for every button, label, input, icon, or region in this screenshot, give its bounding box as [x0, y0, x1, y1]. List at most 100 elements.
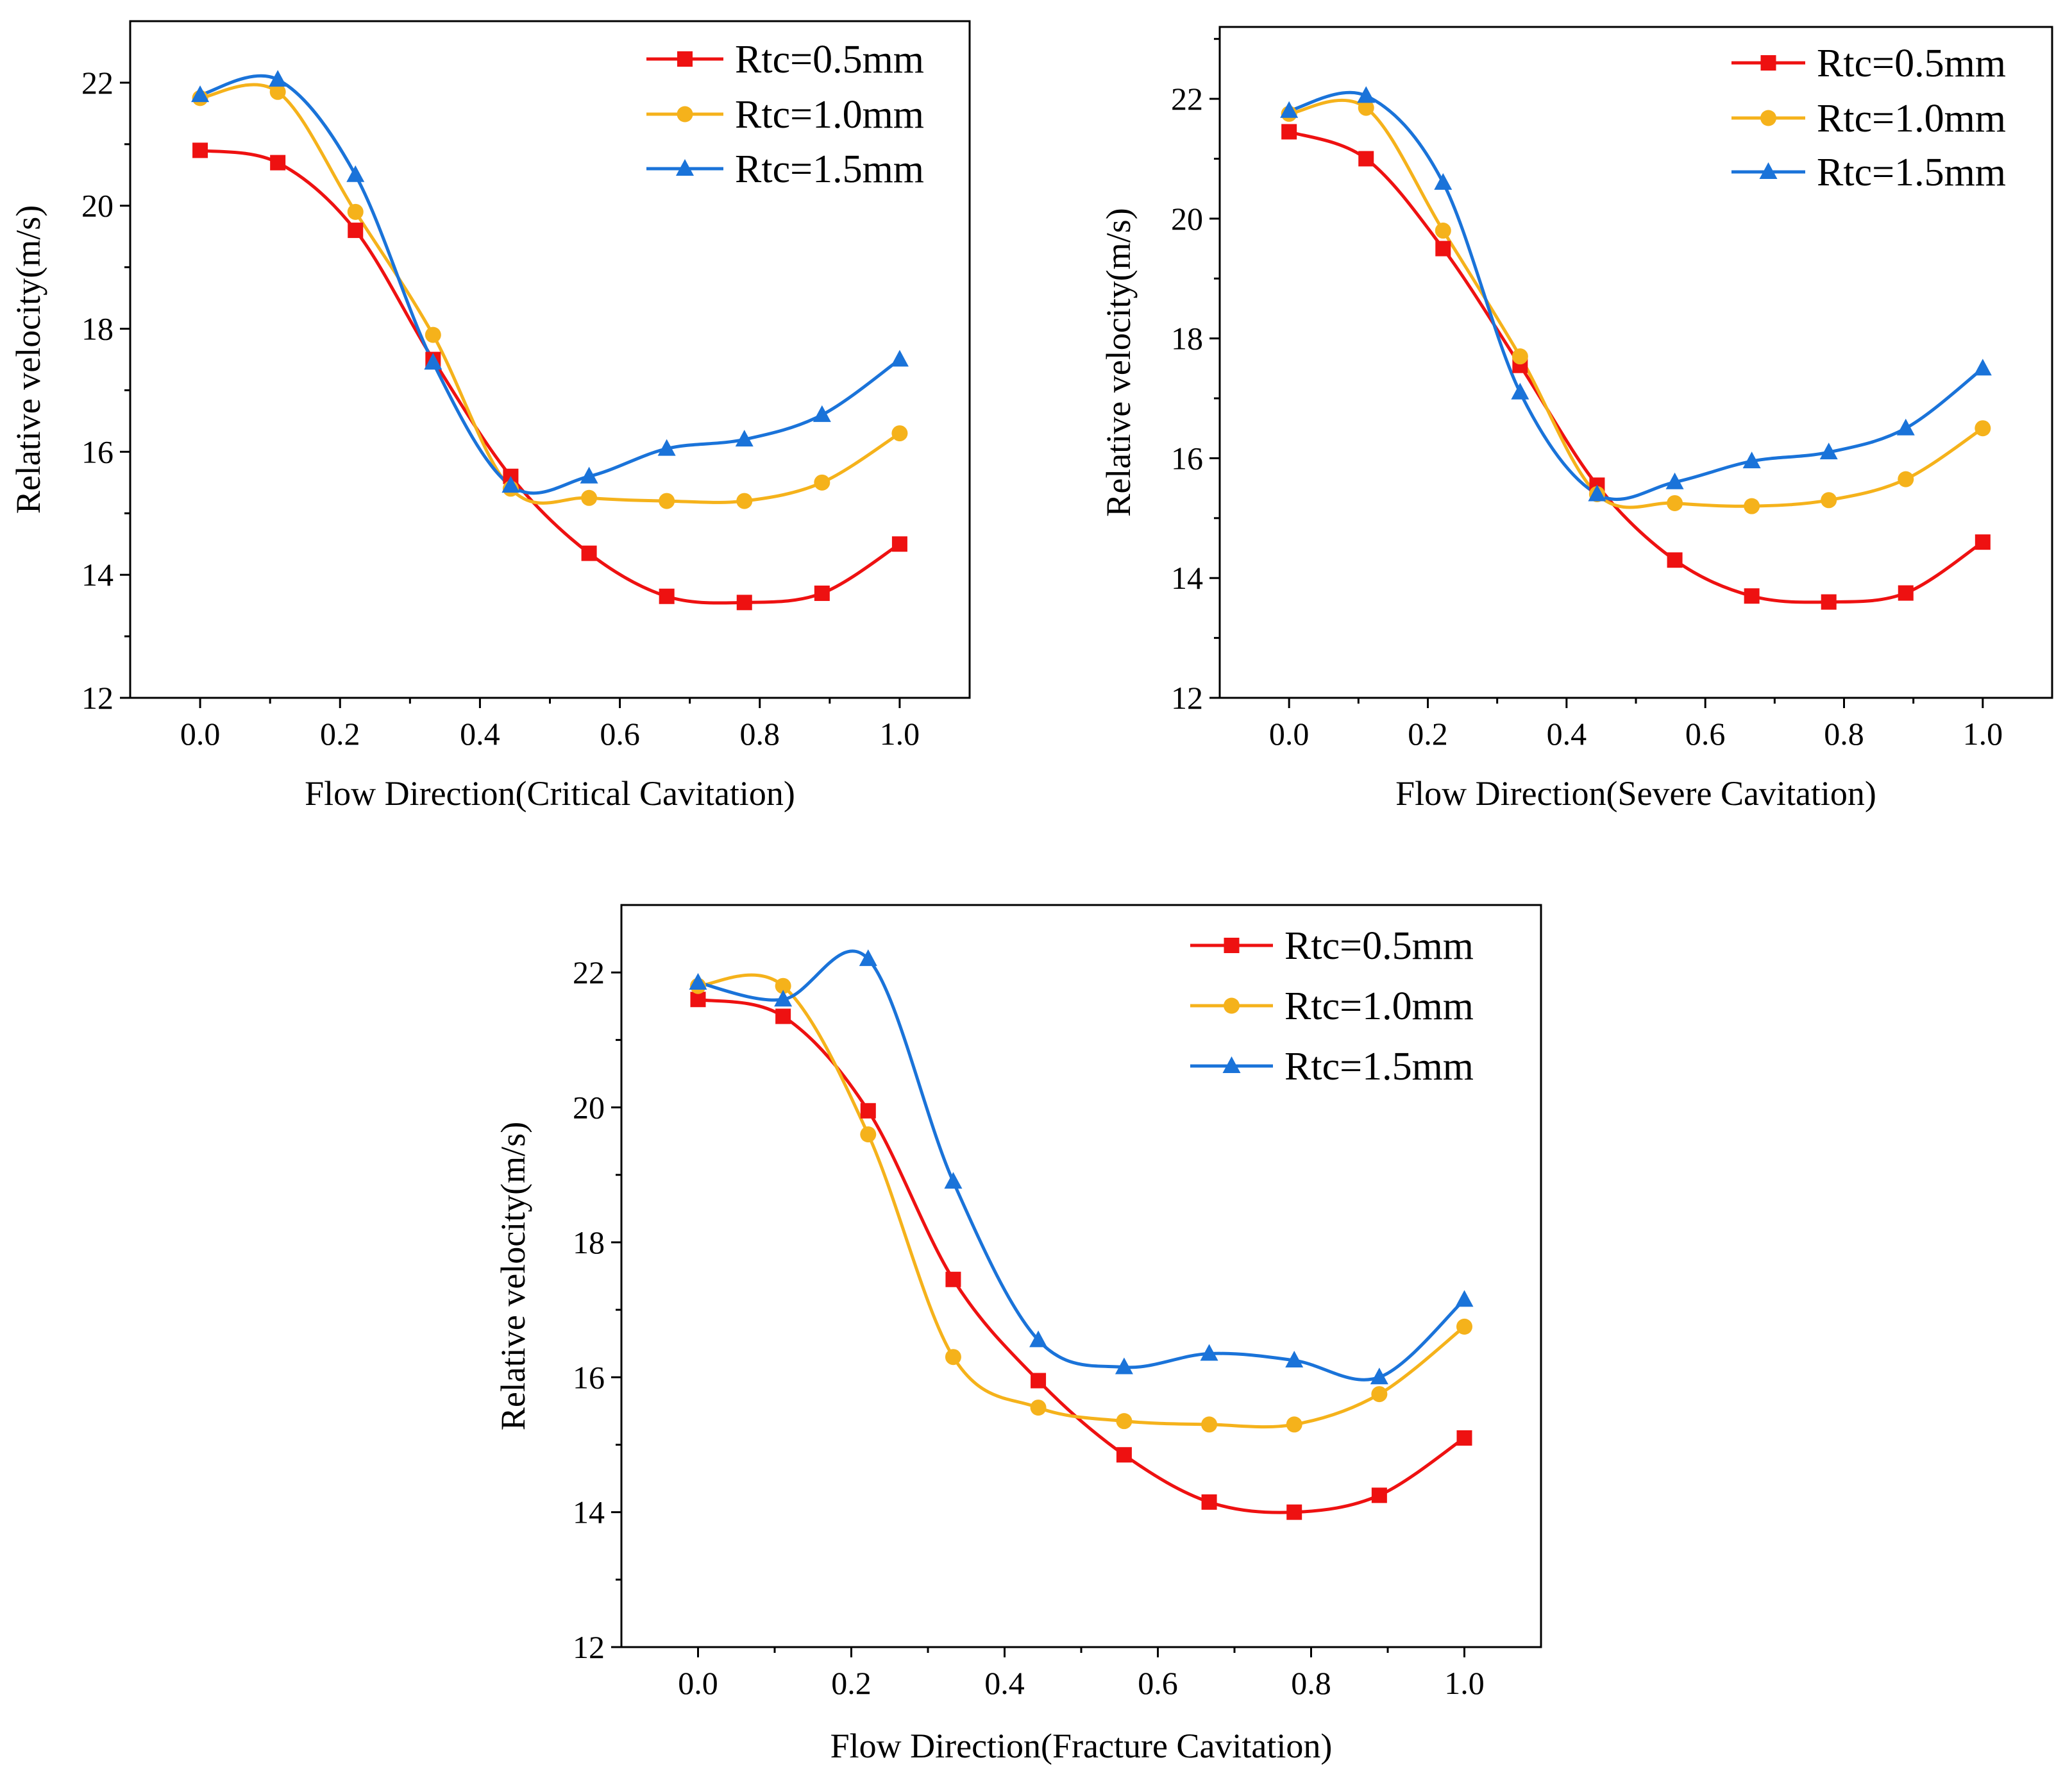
data-point — [775, 977, 791, 994]
data-point — [1116, 1447, 1132, 1463]
x-tick-label: 0.2 — [1408, 716, 1448, 752]
data-point — [1975, 420, 1991, 437]
data-point — [814, 585, 830, 601]
y-tick-label: 14 — [81, 557, 114, 593]
y-tick-label: 20 — [81, 188, 114, 224]
data-point — [945, 1271, 961, 1287]
legend-marker — [1760, 55, 1776, 71]
data-point — [814, 474, 830, 491]
legend-marker — [676, 159, 694, 176]
data-point — [1742, 452, 1761, 469]
y-tick-label: 20 — [1171, 201, 1203, 237]
data-point — [775, 1008, 791, 1024]
data-point — [346, 165, 365, 182]
data-point — [1898, 471, 1914, 487]
data-point — [1286, 1416, 1302, 1433]
y-axis-title: Relative velocity(m/s) — [9, 205, 47, 514]
data-point — [269, 70, 287, 87]
legend-label-rtc-0-5: Rtc=0.5mm — [735, 38, 924, 81]
data-point — [944, 1172, 963, 1189]
data-point — [501, 476, 520, 493]
y-tick-label: 14 — [1171, 560, 1203, 596]
y-tick-label: 18 — [573, 1224, 605, 1260]
data-point — [1115, 1357, 1133, 1375]
x-tick-label: 0.8 — [1291, 1665, 1331, 1701]
data-point — [735, 430, 754, 447]
data-point — [1898, 585, 1914, 601]
data-point — [1370, 1367, 1388, 1385]
legend-marker — [677, 51, 693, 67]
legend-marker — [1224, 997, 1240, 1014]
data-point — [659, 588, 675, 604]
legend-label-rtc-1-0: Rtc=1.0mm — [735, 93, 924, 137]
data-point — [1665, 472, 1684, 489]
data-point — [860, 1103, 876, 1119]
legend-label-rtc-0-5: Rtc=0.5mm — [1817, 42, 2006, 85]
y-tick-label: 12 — [573, 1629, 605, 1665]
x-axis-title: Flow Direction(Critical Cavitation) — [305, 774, 795, 813]
legend-label-rtc-1-0: Rtc=1.0mm — [1817, 97, 2006, 140]
data-point — [1819, 443, 1838, 460]
x-tick-label: 0.8 — [740, 716, 780, 752]
y-tick-label: 14 — [573, 1494, 605, 1530]
data-point — [192, 142, 208, 158]
data-point — [1975, 534, 1991, 550]
data-point — [270, 155, 286, 171]
data-point — [1371, 1487, 1387, 1503]
x-tick-label: 0.2 — [831, 1665, 872, 1701]
data-point — [1201, 1494, 1217, 1510]
x-tick-label: 1.0 — [1963, 716, 2003, 752]
data-point — [1744, 498, 1760, 514]
data-point — [774, 990, 793, 1007]
chart-critical-cavitation: Flow Direction(Critical Cavitation) Rela… — [9, 20, 971, 813]
x-tick-label: 0.6 — [1685, 716, 1726, 752]
series-line-rtc-0-5mm — [1288, 130, 1984, 604]
x-tick-label: 0.4 — [1547, 716, 1587, 752]
x-tick-label: 1.0 — [880, 716, 920, 752]
legend-label-rtc-1-5: Rtc=1.5mm — [1817, 151, 2006, 194]
data-point — [1973, 359, 1992, 376]
data-point — [580, 466, 598, 484]
data-point — [1456, 1430, 1472, 1446]
data-point — [891, 536, 907, 552]
data-point — [1031, 1373, 1047, 1389]
y-tick-label: 16 — [1171, 440, 1203, 476]
data-point — [424, 353, 442, 370]
data-point — [1667, 552, 1683, 568]
data-point — [1667, 495, 1683, 511]
data-point — [690, 992, 706, 1008]
data-point — [945, 1349, 961, 1366]
data-point — [736, 595, 752, 611]
data-point — [1371, 1386, 1388, 1403]
x-tick-label: 0.0 — [1269, 716, 1310, 752]
y-tick-label: 18 — [1171, 321, 1203, 357]
data-point — [1512, 348, 1528, 365]
data-point — [1456, 1318, 1472, 1335]
y-tick-label: 16 — [573, 1359, 605, 1395]
data-point — [1821, 492, 1837, 509]
x-tick-label: 0.6 — [1138, 1665, 1178, 1701]
x-tick-label: 0.0 — [678, 1665, 718, 1701]
data-point — [1744, 588, 1760, 604]
y-tick-label: 22 — [1171, 81, 1203, 117]
x-tick-label: 1.0 — [1444, 1665, 1485, 1701]
data-point — [348, 223, 364, 239]
data-point — [1588, 484, 1606, 502]
data-point — [891, 425, 908, 442]
series-line-rtc-0-5mm — [199, 148, 901, 605]
data-point — [1357, 86, 1376, 103]
chart-fracture-cavitation: Flow Direction(Fracture Cavitation) Rela… — [494, 904, 1542, 1765]
data-point — [1511, 382, 1529, 400]
data-point — [860, 1126, 877, 1143]
data-point — [1435, 223, 1451, 239]
data-point — [1435, 241, 1451, 257]
legend-label-rtc-1-0: Rtc=1.0mm — [1284, 985, 1474, 1028]
data-point — [1434, 173, 1453, 190]
data-point — [736, 493, 753, 509]
x-tick-label: 0.2 — [320, 716, 360, 752]
legend-marker — [1224, 938, 1240, 953]
x-tick-label: 0.4 — [984, 1665, 1025, 1701]
data-point — [1285, 1350, 1304, 1367]
data-point — [1896, 418, 1915, 436]
